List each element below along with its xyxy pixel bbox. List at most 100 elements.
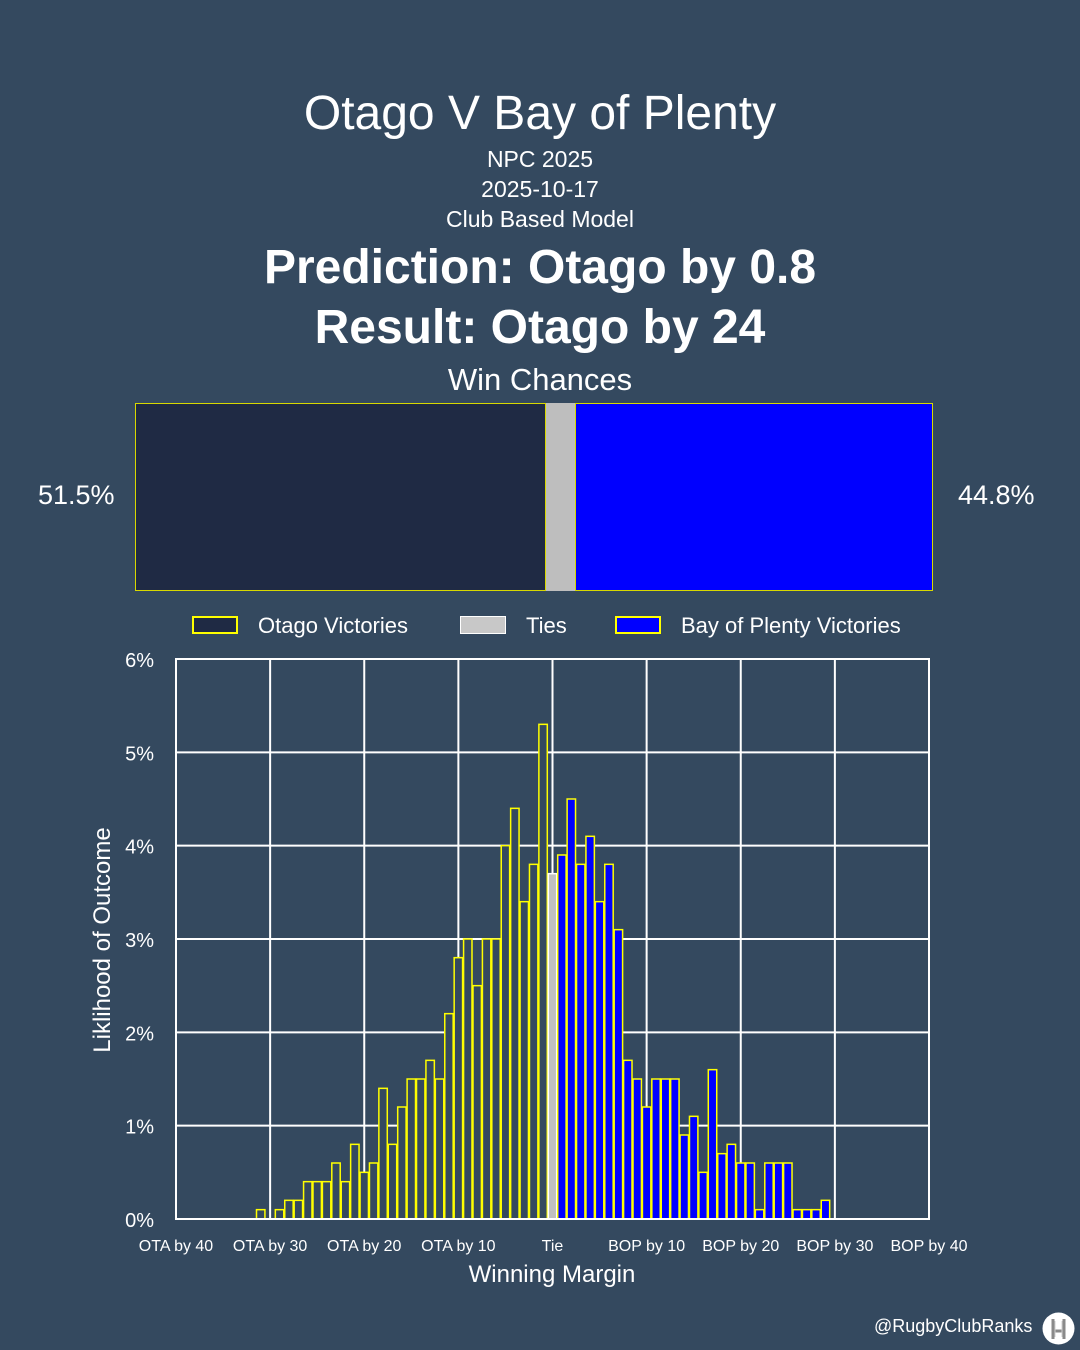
y-tick-label: 5% <box>125 743 154 765</box>
otago-bar <box>538 723 549 1220</box>
bop-bar <box>604 863 614 1220</box>
otago-bar <box>331 1162 341 1220</box>
otago-bar <box>462 938 473 1220</box>
prediction-text: Prediction: Otago by 0.8 <box>263 241 817 294</box>
margin-histogram: OTA by 40 OTA by 30 OTA by 20 OTA by 10 Tie B… <box>89 650 968 1288</box>
x-tick-label: OTA by 40 <box>139 1238 214 1255</box>
otago-win-pct: 51.5% <box>38 480 115 510</box>
bop-bar <box>688 1115 699 1220</box>
otago-bar <box>519 900 530 1220</box>
legend-swatch-otago <box>192 616 238 634</box>
otago-bar <box>378 1087 389 1220</box>
chart-bars <box>255 723 831 1220</box>
bop-bar <box>585 835 596 1220</box>
bop-bar <box>594 900 605 1220</box>
otago-bar <box>387 1143 398 1220</box>
y-tick-label: 4% <box>125 837 154 859</box>
otago-win-bar <box>135 403 546 591</box>
x-tick-label: OTA by 30 <box>233 1238 308 1255</box>
bop-bar <box>764 1162 774 1220</box>
otago-bar <box>302 1180 313 1220</box>
legend-label-otago: Otago Victories <box>258 613 409 638</box>
bop-bar <box>556 854 567 1220</box>
chart-tick-labels: OTA by 40 OTA by 30 OTA by 20 OTA by 10 Tie B… <box>125 650 968 1255</box>
otago-bar <box>406 1078 417 1220</box>
y-tick-label: 2% <box>125 1023 154 1045</box>
otago-bar <box>500 844 511 1220</box>
win-chances-title: Win Chances <box>447 362 633 397</box>
bop-bar <box>716 1152 727 1220</box>
model-label: Club Based Model <box>446 206 634 232</box>
bop-bar <box>726 1143 737 1220</box>
otago-bar <box>359 1171 370 1220</box>
competition-label: NPC 2025 <box>486 146 594 172</box>
otago-bar <box>293 1199 304 1220</box>
bop-bar <box>641 1106 652 1220</box>
bop-bar <box>622 1059 633 1220</box>
x-tick-label: Tie <box>542 1238 564 1255</box>
result-text: Result: Otago by 24 <box>314 301 766 354</box>
otago-bar <box>472 984 483 1220</box>
bop-bar <box>669 1078 680 1220</box>
x-tick-label: OTA by 20 <box>327 1238 402 1255</box>
y-tick-label: 3% <box>125 930 154 952</box>
y-tick-label: 1% <box>125 1117 154 1139</box>
y-tick-label: 0% <box>125 1210 154 1232</box>
tie-bar <box>547 872 558 1220</box>
legend-label-bop: Bay of Plenty Victories <box>681 613 901 638</box>
legend-swatch-ties <box>460 616 506 634</box>
page-title: Otago V Bay of Plenty <box>303 87 777 140</box>
otago-bar <box>368 1162 379 1220</box>
bop-bar <box>754 1208 765 1220</box>
bop-win-bar <box>575 403 933 591</box>
x-tick-label: BOP by 10 <box>608 1238 685 1255</box>
x-axis-label: Winning Margin <box>469 1261 636 1288</box>
x-tick-label: BOP by 40 <box>890 1238 967 1255</box>
y-axis-label: Liklihood of Outcome <box>89 827 116 1052</box>
bop-bar <box>679 1134 690 1220</box>
bop-bar <box>735 1162 746 1220</box>
match-date: 2025-10-17 <box>481 176 599 202</box>
bop-bar <box>698 1171 709 1220</box>
rugby-club-ranks-logo-icon <box>1042 1312 1075 1345</box>
otago-bar <box>396 1106 407 1220</box>
otago-bar <box>481 938 492 1220</box>
bop-bar <box>745 1162 756 1220</box>
bop-win-pct: 44.8% <box>958 480 1035 510</box>
otago-bar <box>509 807 520 1220</box>
otago-bar <box>312 1180 323 1220</box>
bop-bar <box>801 1208 812 1220</box>
otago-bar <box>283 1199 294 1220</box>
otago-bar <box>340 1180 351 1220</box>
bop-bar <box>613 928 624 1220</box>
bop-bar <box>632 1078 643 1220</box>
otago-bar <box>321 1180 332 1220</box>
x-tick-label: OTA by 10 <box>421 1238 496 1255</box>
bop-bar <box>575 863 586 1220</box>
plot-frame <box>175 658 930 1220</box>
bop-bar <box>566 798 577 1220</box>
y-tick-label: 6% <box>125 650 154 672</box>
bop-bar <box>811 1208 822 1220</box>
bop-bar <box>792 1208 803 1220</box>
bop-bar <box>651 1078 661 1220</box>
bop-bar <box>660 1078 671 1220</box>
legend-label-ties: Ties <box>526 613 567 638</box>
otago-bar <box>528 863 539 1220</box>
otago-bar <box>491 938 501 1220</box>
x-tick-label: BOP by 30 <box>796 1238 873 1255</box>
otago-bar <box>255 1208 266 1220</box>
otago-bar <box>349 1143 360 1220</box>
bop-bar <box>773 1162 784 1220</box>
bop-bar <box>820 1199 831 1220</box>
otago-bar <box>444 1012 454 1220</box>
bop-bar <box>782 1162 793 1220</box>
legend-swatch-bop <box>615 616 661 634</box>
twitter-handle: @RugbyClubRanks <box>874 1316 1033 1336</box>
otago-bar <box>415 1078 426 1220</box>
x-tick-label: BOP by 20 <box>702 1238 779 1255</box>
tie-win-bar <box>545 403 576 591</box>
otago-bar <box>453 956 464 1220</box>
otago-bar <box>425 1059 436 1220</box>
otago-bar <box>274 1208 285 1220</box>
